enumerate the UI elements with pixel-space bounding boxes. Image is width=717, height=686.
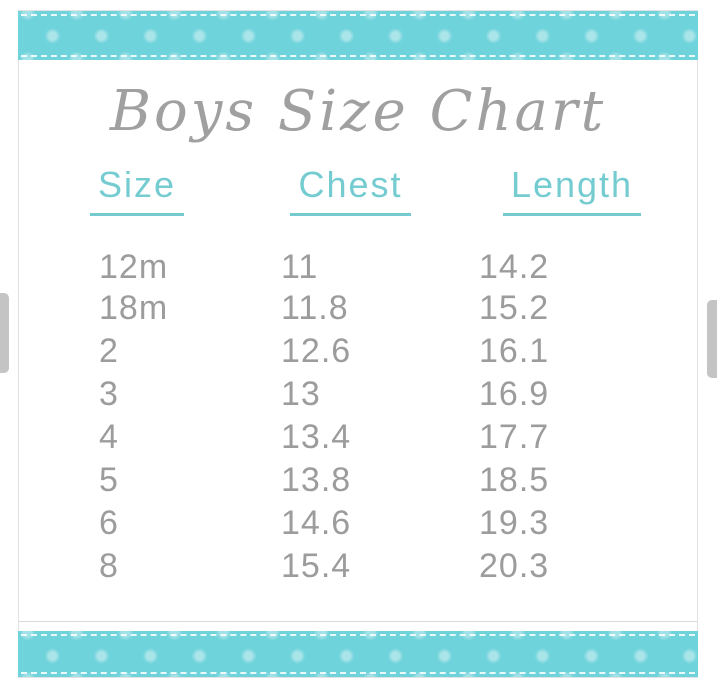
cell-size: 3 [99,374,119,413]
cell-chest: 15.4 [281,546,352,585]
top-polka-dot-ribbon [18,11,698,60]
column-header-size: Size [19,164,255,218]
table-header-row: Size Chest Length [19,164,697,218]
bottom-polka-dot-ribbon [18,631,698,677]
table-row: 5 13.8 18.5 [19,459,697,502]
cell-length: 19.3 [479,503,550,542]
table-row: 3 13 16.9 [19,373,697,416]
carousel-handle-left[interactable] [0,293,9,373]
column-header-size-label: Size [89,164,185,216]
cell-length: 16.1 [479,331,550,370]
cell-length: 17.7 [479,417,550,456]
table-row: 18m 11.8 15.2 [19,287,697,330]
cell-length: 20.3 [479,546,550,585]
column-header-chest: Chest [255,164,446,218]
table-row: 12m 11 14.2 [19,218,697,287]
cell-chest: 13.8 [281,460,352,499]
cell-chest: 13.4 [281,417,352,456]
table-row: 6 14.6 19.3 [19,502,697,545]
cell-length: 18.5 [479,460,550,499]
cell-chest: 11.8 [281,288,349,327]
cell-size: 18m [99,288,169,327]
cell-length: 15.2 [479,288,550,327]
card-divider [19,621,697,622]
column-header-chest-label: Chest [290,164,411,216]
size-chart-content: Boys Size Chart Size Chest Length 12m 11… [19,60,697,621]
cell-chest: 14.6 [281,503,352,542]
column-header-length: Length [446,164,697,218]
cell-size: 2 [99,331,119,370]
table-row: 4 13.4 17.7 [19,416,697,459]
cell-chest: 11 [281,247,319,286]
cell-size: 6 [99,503,119,542]
cell-size: 8 [99,546,119,585]
size-table: Size Chest Length 12m 11 14.2 18m 11.8 1… [19,164,697,588]
table-row: 8 15.4 20.3 [19,545,697,588]
cell-size: 5 [99,460,119,499]
cell-size: 4 [99,417,119,456]
cell-chest: 12.6 [281,331,352,370]
cell-chest: 13 [281,374,321,413]
carousel-handle-right[interactable] [707,300,717,378]
column-header-length-label: Length [502,164,642,216]
cell-length: 14.2 [479,247,550,286]
size-chart-card: Boys Size Chart Size Chest Length 12m 11… [18,10,698,678]
table-row: 2 12.6 16.1 [19,330,697,373]
chart-title: Boys Size Chart [109,79,607,144]
cell-size: 12m [99,247,169,286]
cell-length: 16.9 [479,374,550,413]
